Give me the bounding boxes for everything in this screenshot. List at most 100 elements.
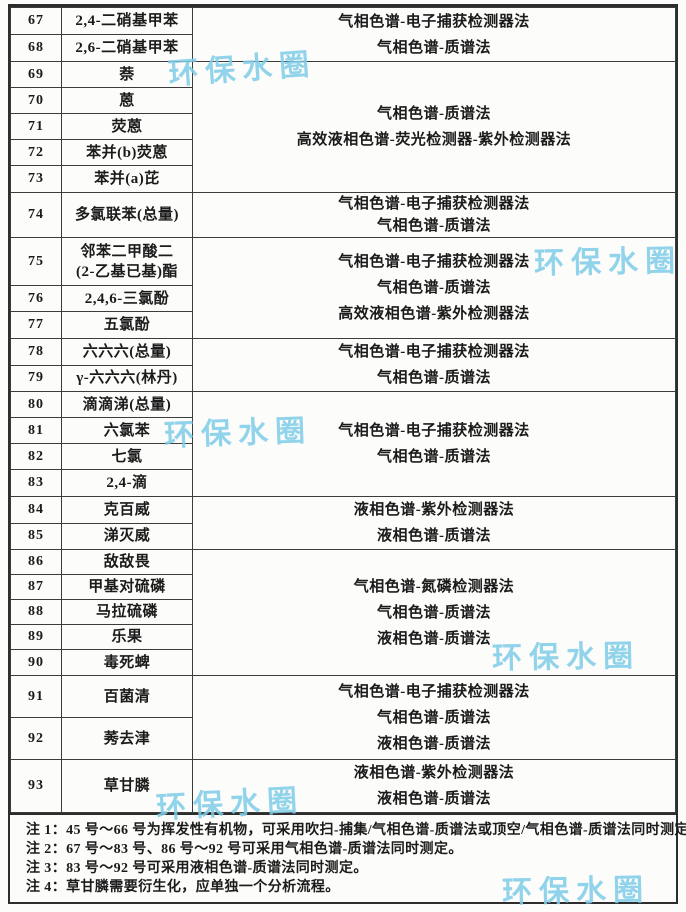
method-line: 气相色谱-质谱法 [377,709,491,726]
compound-name-cell: 七氯 [61,443,193,470]
table-row: 71 荧蒽 [10,113,676,140]
method-cell: 液相色谱-紫外检测器法 液相色谱-质谱法 [192,759,676,813]
row-number-cell: 78 [10,338,62,366]
method-cell: 气相色谱-电子捕获检测器法 气相色谱-质谱法 [192,391,676,497]
method-line: 气相色谱-质谱法 [377,604,491,621]
row-number-cell: 88 [10,599,62,625]
table-row: 77 五氯酚 [10,311,676,339]
method-line: 气相色谱-质谱法 [377,218,491,234]
row-number-cell: 82 [10,443,62,470]
row-number-cell: 74 [10,192,62,238]
row-number-cell: 77 [10,311,62,339]
compound-name-cell: 马拉硫磷 [61,599,193,625]
compound-name-cell: 毒死蜱 [61,649,193,676]
note-line: 注 4：草甘膦需要衍生化，应单独一个分析流程。 [26,880,340,895]
method-line: 气相色谱-质谱法 [377,280,491,296]
compound-name-cell: 克百威 [61,496,193,524]
compound-name-cell: 六六六(总量) [61,338,193,366]
method-cell: 气相色谱-质谱法 高效液相色谱-荧光检测器-紫外检测器法 [192,61,676,193]
table-row: 86 敌敌畏 气相色谱-氮磷检测器法 气相色谱-质谱法 液相色谱-质谱法 [10,549,676,676]
method-line: 气相色谱-氮磷检测器法 [353,578,515,595]
compound-name-cell: γ-六六六(林丹) [61,364,193,392]
table-row: 76 2,4,6-三氯酚 [10,285,676,312]
row-number-cell: 90 [10,649,62,676]
table-row: 89 乐果 [10,624,676,650]
row-number-cell: 70 [10,87,62,114]
method-line: 液相色谱-质谱法 [377,791,491,807]
table-row: 84 克百威 液相色谱-紫外检测器法 液相色谱-质谱法 [10,496,676,550]
table-row: 82 七氯 [10,443,676,470]
compound-name-cell: 百菌清 [61,675,193,718]
method-line: 气相色谱-质谱法 [377,370,491,386]
compound-name-cell: 2,4-二硝基甲苯 [61,7,193,35]
row-number-cell: 85 [10,522,62,550]
row-number-cell: 76 [10,285,62,312]
method-line: 气相色谱-电子捕获检测器法 [338,196,530,212]
method-line: 气相色谱-电子捕获检测器法 [338,13,530,30]
method-cell: 气相色谱-电子捕获检测器法 气相色谱-质谱法 液相色谱-质谱法 [192,675,676,760]
table-row: 68 2,6-二硝基甲苯 [10,34,676,62]
note-line: 注 1：45 号～66 号为挥发性有机物，可采用吹扫-捕集/气相色谱-质谱法或顶… [26,823,686,838]
row-number-cell: 86 [10,549,62,575]
row-number-cell: 84 [10,496,62,524]
table-row: 90 毒死蜱 [10,649,676,676]
table-row: 75 邻苯二甲酸二 (2-乙基已基)酯 气相色谱-电子捕获检测器法 气相色谱-质… [10,237,676,339]
notes-section: 注 1：45 号～66 号为挥发性有机物，可采用吹扫-捕集/气相色谱-质谱法或顶… [10,813,686,902]
table-row: 93 草甘膦 液相色谱-紫外检测器法 液相色谱-质谱法 [10,759,676,813]
method-cell: 气相色谱-电子捕获检测器法 气相色谱-质谱法 高效液相色谱-紫外检测器法 [192,237,676,339]
table-row: 92 莠去津 [10,717,676,760]
note-line: 注 2：67 号～83 号、86 号～92 号可采用气相色谱-质谱法同时测定。 [26,842,463,857]
compound-name-cell: 滴滴涕(总量) [61,391,193,418]
compound-method-table: 67 2,4-二硝基甲苯 气相色谱-电子捕获检测器法 气相色谱-质谱法 68 2… [10,7,676,813]
compound-name-cell: 涕灭威 [61,522,193,550]
row-number-cell: 91 [10,675,62,718]
method-line: 液相色谱-质谱法 [377,630,491,647]
compound-name-cell: 多氯联苯(总量) [61,192,193,238]
method-cell: 气相色谱-电子捕获检测器法 气相色谱-质谱法 [192,192,676,238]
compound-name-cell: 萘 [61,61,193,88]
method-line: 气相色谱-质谱法 [377,106,491,122]
table-row: 67 2,4-二硝基甲苯 气相色谱-电子捕获检测器法 气相色谱-质谱法 [10,7,676,62]
method-line: 液相色谱-紫外检测器法 [353,502,515,518]
compound-name-cell: 荧蒽 [61,113,193,140]
method-line: 液相色谱-质谱法 [377,735,491,752]
method-line: 液相色谱-质谱法 [377,528,491,544]
compound-name-cell: 苯并(b)荧蒽 [61,139,193,166]
table-row: 91 百菌清 气相色谱-电子捕获检测器法 气相色谱-质谱法 液相色谱-质谱法 [10,675,676,760]
method-line: 气相色谱-质谱法 [377,449,491,465]
compound-name-cell: 2,6-二硝基甲苯 [61,34,193,62]
row-number-cell: 71 [10,113,62,140]
method-line: 高效液相色谱-紫外检测器法 [338,306,530,322]
table-row: 87 甲基对硫磷 [10,574,676,600]
table-row: 80 滴滴涕(总量) 气相色谱-电子捕获检测器法 气相色谱-质谱法 [10,391,676,497]
table-row: 78 六六六(总量) 气相色谱-电子捕获检测器法 气相色谱-质谱法 [10,338,676,392]
note-line: 注 3：83 号～92 号可采用液相色谱-质谱法同时测定。 [26,861,368,876]
method-cell: 液相色谱-紫外检测器法 液相色谱-质谱法 [192,496,676,550]
table-row: 70 蒽 [10,87,676,114]
row-number-cell: 67 [10,7,62,35]
compound-name-cell: 2,4,6-三氯酚 [61,285,193,312]
compound-name-cell: 乐果 [61,624,193,650]
method-line: 气相色谱-电子捕获检测器法 [338,254,530,270]
table-row: 88 马拉硫磷 [10,599,676,625]
method-line: 气相色谱-电子捕获检测器法 [338,423,530,439]
table-row: 72 苯并(b)荧蒽 [10,139,676,166]
table-row: 73 苯并(a)芘 [10,165,676,193]
row-number-cell: 79 [10,364,62,392]
row-number-cell: 69 [10,61,62,88]
document-table-frame: 67 2,4-二硝基甲苯 气相色谱-电子捕获检测器法 气相色谱-质谱法 68 2… [8,4,686,904]
row-number-cell: 81 [10,417,62,444]
method-line: 高效液相色谱-荧光检测器-紫外检测器法 [296,132,572,148]
compound-name-cell: 六氯苯 [61,417,193,444]
row-number-cell: 68 [10,34,62,62]
table-row: 83 2,4-滴 [10,469,676,497]
compound-name-cell: 蒽 [61,87,193,114]
compound-name-cell: 草甘膦 [61,759,193,813]
row-number-cell: 89 [10,624,62,650]
compound-name-cell: 邻苯二甲酸二 (2-乙基已基)酯 [61,237,193,286]
compound-name-cell: 2,4-滴 [61,469,193,497]
table-row: 79 γ-六六六(林丹) [10,364,676,392]
row-number-cell: 93 [10,759,62,813]
method-line: 液相色谱-紫外检测器法 [353,765,515,781]
compound-name-cell: 五氯酚 [61,311,193,339]
